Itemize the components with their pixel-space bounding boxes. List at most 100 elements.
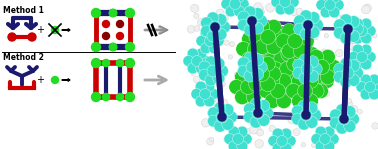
Circle shape xyxy=(279,2,284,8)
Circle shape xyxy=(237,126,248,137)
Circle shape xyxy=(336,49,343,57)
Circle shape xyxy=(306,67,311,72)
Circle shape xyxy=(274,72,289,87)
Circle shape xyxy=(304,46,319,62)
Circle shape xyxy=(365,37,372,44)
Circle shape xyxy=(250,98,262,110)
Circle shape xyxy=(201,17,212,29)
Circle shape xyxy=(293,129,300,136)
Circle shape xyxy=(232,4,239,10)
Circle shape xyxy=(330,117,342,129)
Circle shape xyxy=(205,74,217,86)
Circle shape xyxy=(51,76,59,83)
Circle shape xyxy=(225,6,236,17)
Circle shape xyxy=(282,23,297,38)
Circle shape xyxy=(249,125,258,134)
Circle shape xyxy=(324,141,335,149)
Circle shape xyxy=(308,12,320,24)
Circle shape xyxy=(324,0,336,10)
Circle shape xyxy=(218,113,226,121)
Circle shape xyxy=(306,102,318,114)
Circle shape xyxy=(299,54,311,66)
Circle shape xyxy=(204,96,215,107)
Circle shape xyxy=(334,63,345,75)
Circle shape xyxy=(267,101,274,108)
Circle shape xyxy=(322,90,330,97)
Circle shape xyxy=(372,33,377,38)
Circle shape xyxy=(218,21,230,33)
Circle shape xyxy=(293,59,305,71)
Circle shape xyxy=(334,63,345,75)
Circle shape xyxy=(340,32,352,44)
Circle shape xyxy=(240,80,256,94)
Circle shape xyxy=(284,4,295,15)
Circle shape xyxy=(307,70,319,82)
Circle shape xyxy=(255,40,270,55)
Circle shape xyxy=(205,91,210,96)
Circle shape xyxy=(352,59,363,70)
Circle shape xyxy=(301,63,313,75)
Circle shape xyxy=(309,109,321,121)
Circle shape xyxy=(373,82,378,93)
Circle shape xyxy=(282,44,297,59)
Text: +: + xyxy=(36,25,44,35)
Circle shape xyxy=(347,101,352,107)
Circle shape xyxy=(246,69,261,84)
Circle shape xyxy=(266,40,281,55)
Circle shape xyxy=(213,35,224,46)
Circle shape xyxy=(228,126,239,137)
Circle shape xyxy=(356,82,367,93)
Circle shape xyxy=(265,94,280,109)
Circle shape xyxy=(302,111,310,119)
Circle shape xyxy=(334,27,345,39)
Circle shape xyxy=(248,17,256,25)
Circle shape xyxy=(251,38,260,46)
Circle shape xyxy=(231,128,240,137)
Circle shape xyxy=(244,70,256,82)
Circle shape xyxy=(248,42,262,56)
Circle shape xyxy=(254,66,270,82)
Circle shape xyxy=(242,31,257,46)
Circle shape xyxy=(234,72,240,78)
Circle shape xyxy=(271,0,282,7)
Circle shape xyxy=(194,13,199,19)
Circle shape xyxy=(191,89,202,100)
Circle shape xyxy=(244,24,256,36)
Circle shape xyxy=(298,37,313,51)
Circle shape xyxy=(282,83,297,98)
Circle shape xyxy=(255,139,263,148)
Circle shape xyxy=(246,90,261,105)
Circle shape xyxy=(198,61,211,73)
Circle shape xyxy=(304,97,309,101)
Circle shape xyxy=(348,60,360,72)
Circle shape xyxy=(260,10,265,14)
Circle shape xyxy=(250,116,262,128)
Circle shape xyxy=(300,109,312,121)
Circle shape xyxy=(192,51,197,56)
Circle shape xyxy=(261,107,273,119)
Circle shape xyxy=(255,15,267,27)
Circle shape xyxy=(204,81,215,92)
Circle shape xyxy=(205,56,217,68)
Circle shape xyxy=(348,74,360,86)
Circle shape xyxy=(342,67,354,79)
Circle shape xyxy=(285,72,300,87)
Circle shape xyxy=(109,9,117,17)
Circle shape xyxy=(262,53,277,69)
Circle shape xyxy=(311,98,317,105)
Circle shape xyxy=(348,49,353,54)
Circle shape xyxy=(338,113,350,125)
Circle shape xyxy=(314,59,330,74)
Circle shape xyxy=(209,21,221,33)
Circle shape xyxy=(116,32,124,39)
Circle shape xyxy=(294,15,306,27)
Circle shape xyxy=(361,59,372,70)
Circle shape xyxy=(303,53,307,57)
Text: +: + xyxy=(36,75,44,85)
Circle shape xyxy=(272,128,283,139)
Circle shape xyxy=(360,74,371,85)
Circle shape xyxy=(116,21,124,28)
Circle shape xyxy=(348,16,360,28)
Circle shape xyxy=(281,128,292,139)
Circle shape xyxy=(353,52,361,60)
